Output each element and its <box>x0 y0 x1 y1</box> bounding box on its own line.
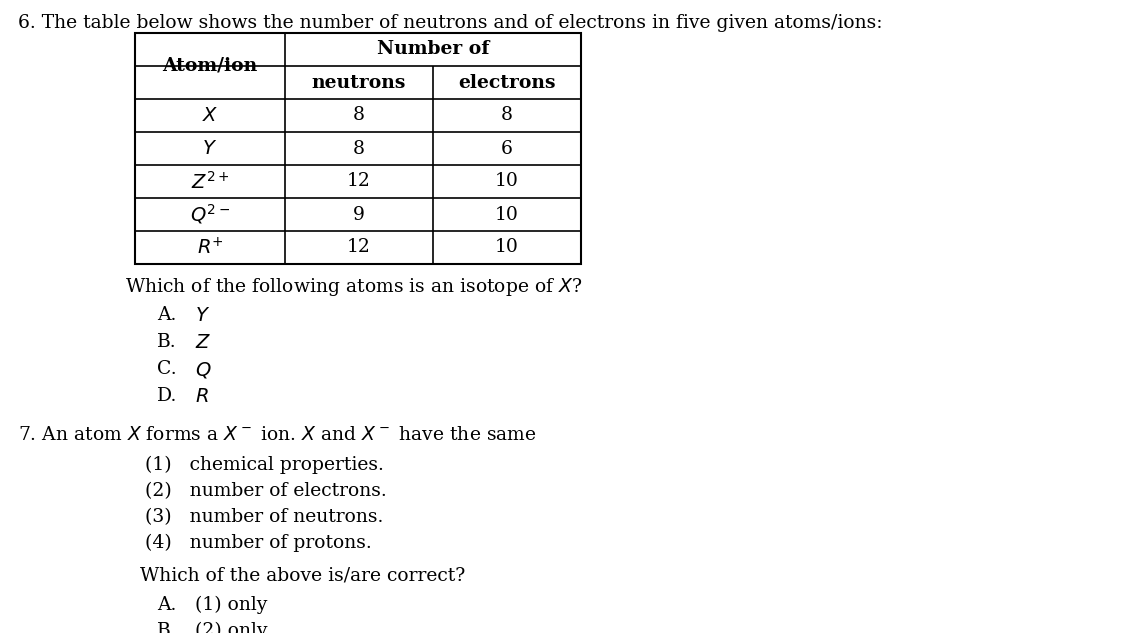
Text: (1)   chemical properties.: (1) chemical properties. <box>145 456 384 474</box>
Text: electrons: electrons <box>458 73 556 92</box>
Text: B.: B. <box>158 622 177 633</box>
Text: $Q^{2-}$: $Q^{2-}$ <box>190 203 229 227</box>
Text: (4)   number of protons.: (4) number of protons. <box>145 534 371 552</box>
Text: $Y$: $Y$ <box>195 306 210 325</box>
Text: $Z^{2+}$: $Z^{2+}$ <box>191 170 229 192</box>
Text: $Z$: $Z$ <box>195 333 212 352</box>
Text: $R$: $R$ <box>195 387 209 406</box>
Text: A.: A. <box>158 596 177 614</box>
Text: 8: 8 <box>353 106 364 125</box>
Text: 10: 10 <box>495 239 519 256</box>
Text: neutrons: neutrons <box>312 73 406 92</box>
Text: Which of the above is/are correct?: Which of the above is/are correct? <box>140 566 466 584</box>
Text: (1) only: (1) only <box>195 596 268 614</box>
Text: 8: 8 <box>501 106 513 125</box>
Text: 12: 12 <box>346 239 371 256</box>
Text: D.: D. <box>158 387 178 405</box>
Text: 12: 12 <box>346 173 371 191</box>
Text: 10: 10 <box>495 206 519 223</box>
Text: $Q$: $Q$ <box>195 360 212 380</box>
Text: $X$: $X$ <box>201 106 218 125</box>
Text: $Y$: $Y$ <box>202 139 217 158</box>
Text: 6: 6 <box>501 139 513 158</box>
Text: 7. An atom $X$ forms a $X^-$ ion. $X$ and $X^-$ have the same: 7. An atom $X$ forms a $X^-$ ion. $X$ an… <box>18 426 537 444</box>
Text: A.: A. <box>158 306 177 324</box>
Text: Atom/ion: Atom/ion <box>162 57 258 75</box>
Text: 8: 8 <box>353 139 364 158</box>
Text: 9: 9 <box>353 206 364 223</box>
Bar <box>135 33 580 264</box>
Text: (2) only: (2) only <box>195 622 268 633</box>
Text: (2)   number of electrons.: (2) number of electrons. <box>145 482 387 500</box>
Text: Which of the following atoms is an isotope of $X$?: Which of the following atoms is an isoto… <box>125 276 583 298</box>
Text: Number of: Number of <box>377 41 489 58</box>
Text: 10: 10 <box>495 173 519 191</box>
Text: $R^{+}$: $R^{+}$ <box>197 237 224 258</box>
Text: C.: C. <box>158 360 177 378</box>
Text: 6. The table below shows the number of neutrons and of electrons in five given a: 6. The table below shows the number of n… <box>18 14 882 32</box>
Text: B.: B. <box>158 333 177 351</box>
Text: (3)   number of neutrons.: (3) number of neutrons. <box>145 508 384 526</box>
